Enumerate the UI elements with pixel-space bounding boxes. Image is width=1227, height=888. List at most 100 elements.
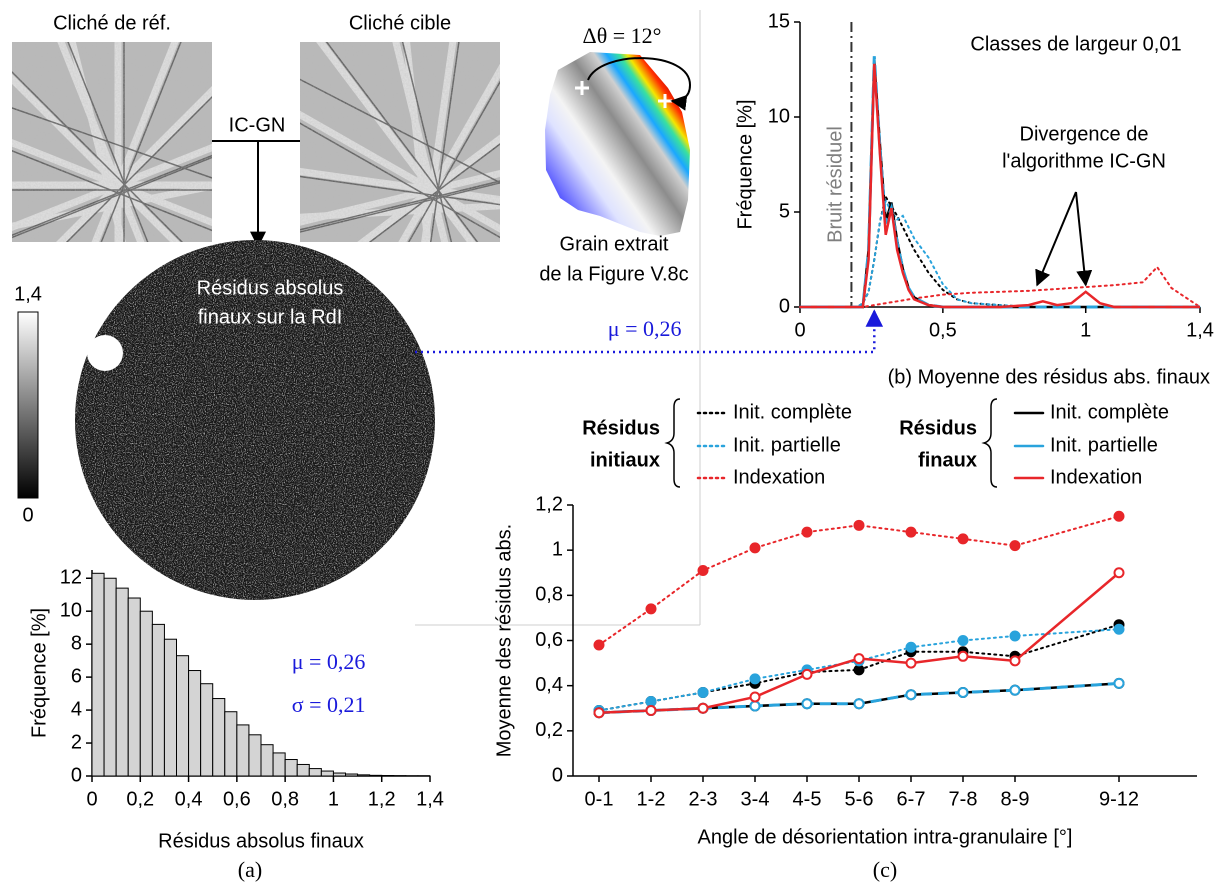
colorbar-label: 1,4 <box>14 283 42 305</box>
map-title: finaux sur la RdI <box>198 306 343 328</box>
target-pattern <box>300 42 500 242</box>
x-tick-label: 7-8 <box>949 788 978 810</box>
series-marker <box>801 698 813 710</box>
x-tick-label: 0,4 <box>175 788 203 810</box>
panel-caption: (b) Moyenne des résidus abs. finaux <box>888 366 1210 388</box>
y-axis-label: Moyenne des résidus abs. <box>493 524 515 757</box>
x-tick-label: 1,4 <box>1186 319 1214 341</box>
series-line <box>598 571 1120 715</box>
bar <box>369 774 383 777</box>
series-marker <box>1009 540 1021 552</box>
panel-caption: (a) <box>238 857 262 882</box>
legend-brace <box>664 398 681 488</box>
annotation-arrow <box>1075 191 1093 287</box>
series-marker <box>593 639 605 651</box>
series-marker <box>801 668 813 680</box>
series-marker <box>593 707 605 719</box>
x-tick-label: 4-5 <box>793 788 822 810</box>
series-marker <box>697 564 709 576</box>
bar <box>139 610 153 777</box>
y-tick-label: 10 <box>768 105 790 127</box>
bar <box>284 759 298 777</box>
stat-annotation: σ = 0,21 <box>292 692 366 717</box>
series-marker <box>1009 655 1021 667</box>
reference-label: Bruit résiduel <box>825 126 847 243</box>
bar <box>176 655 190 777</box>
series-line <box>800 59 1200 309</box>
y-tick-label: 4 <box>71 698 82 720</box>
y-tick-label: 5 <box>779 200 790 222</box>
bar <box>332 772 346 777</box>
series-marker <box>853 664 865 676</box>
map-title: Résidus absolus <box>197 277 344 299</box>
bar <box>151 623 165 777</box>
series-marker <box>749 691 761 703</box>
y-tick-label: 0,4 <box>535 674 563 696</box>
angle-label: Δθ = 12° <box>583 23 662 48</box>
y-tick-label: 0,8 <box>535 584 563 606</box>
colorbar-label: 0 <box>22 504 33 526</box>
x-tick-label: 1 <box>328 788 339 810</box>
y-tick-label: 15 <box>768 10 790 32</box>
grain-map <box>545 52 690 236</box>
series-marker <box>957 650 969 662</box>
y-tick-label: 0,2 <box>535 719 563 741</box>
y-tick-label: 0 <box>779 295 790 317</box>
series-marker <box>957 686 969 698</box>
series-marker <box>905 689 917 701</box>
series-marker <box>697 686 709 698</box>
connector-arrow <box>212 140 300 246</box>
series-marker <box>645 695 657 707</box>
bar <box>127 597 141 777</box>
legend-label: Init. partielle <box>1050 434 1158 456</box>
x-tick-label: 8-9 <box>1001 788 1030 810</box>
residual-map <box>75 240 435 600</box>
y-tick-label: 8 <box>71 632 82 654</box>
x-tick-label: 0,5 <box>929 319 957 341</box>
y-tick-label: 12 <box>60 567 82 589</box>
chart-note: Classes de largeur 0,01 <box>970 33 1181 55</box>
series-line <box>598 515 1120 647</box>
bar <box>248 734 262 777</box>
legend-label: Indexation <box>1050 466 1142 488</box>
x-tick-label: 6-7 <box>897 788 926 810</box>
legend-label: Init. complète <box>733 401 852 423</box>
x-tick-label: 2-3 <box>689 788 718 810</box>
legend-group-title: finaux <box>918 449 977 471</box>
y-tick-label: 6 <box>71 665 82 687</box>
series-marker <box>697 702 709 714</box>
legend-brace <box>981 398 998 488</box>
x-tick-label: 3-4 <box>741 788 770 810</box>
x-tick-label: 0 <box>86 788 97 810</box>
series-marker <box>1113 510 1125 522</box>
panel-caption: (c) <box>873 857 897 882</box>
bar <box>188 670 202 777</box>
x-tick-label: 9-12 <box>1099 788 1139 810</box>
x-axis-label: Résidus absolus finaux <box>158 830 364 852</box>
y-tick-label: 10 <box>60 599 82 621</box>
bar <box>296 763 310 777</box>
divergence-label: Divergence de <box>1020 123 1149 145</box>
bar <box>200 683 214 777</box>
series-marker <box>853 519 865 531</box>
bar <box>308 768 322 777</box>
grain-caption: de la Figure V.8c <box>539 263 688 285</box>
x-tick-label: 0,2 <box>126 788 154 810</box>
x-tick-label: 1-2 <box>637 788 666 810</box>
x-tick-label: 0 <box>794 319 805 341</box>
series-marker <box>957 533 969 545</box>
legend-label: Init. partielle <box>733 434 841 456</box>
reference-pattern <box>12 42 212 242</box>
annotation-arrow <box>1035 191 1077 287</box>
series-marker <box>853 698 865 710</box>
y-tick-label: 0 <box>71 764 82 786</box>
bar <box>163 638 178 777</box>
legend-group-title: Résidus <box>582 417 660 439</box>
x-axis-label: Angle de désorientation intra-granulaire… <box>698 826 1073 848</box>
bar <box>115 587 129 777</box>
bar <box>357 774 371 777</box>
series-marker <box>1009 684 1021 696</box>
x-tick-label: 1 <box>1080 319 1091 341</box>
series-marker <box>1009 630 1021 642</box>
legend-group-title: initiaux <box>590 449 660 471</box>
